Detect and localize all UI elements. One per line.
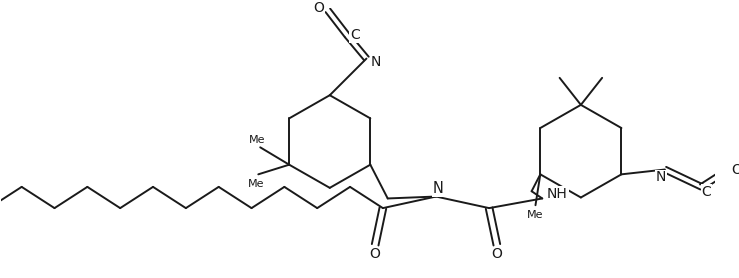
Text: NH: NH [547,187,568,201]
Text: Me: Me [248,179,265,189]
Text: O: O [370,247,381,261]
Text: O: O [731,163,739,177]
Text: C: C [701,185,712,199]
Text: N: N [371,55,381,70]
Text: Me: Me [527,210,544,220]
Text: O: O [313,1,324,15]
Text: Me: Me [249,135,265,145]
Text: N: N [655,170,667,184]
Text: O: O [491,247,503,261]
Text: C: C [350,28,360,43]
Text: N: N [432,181,443,196]
